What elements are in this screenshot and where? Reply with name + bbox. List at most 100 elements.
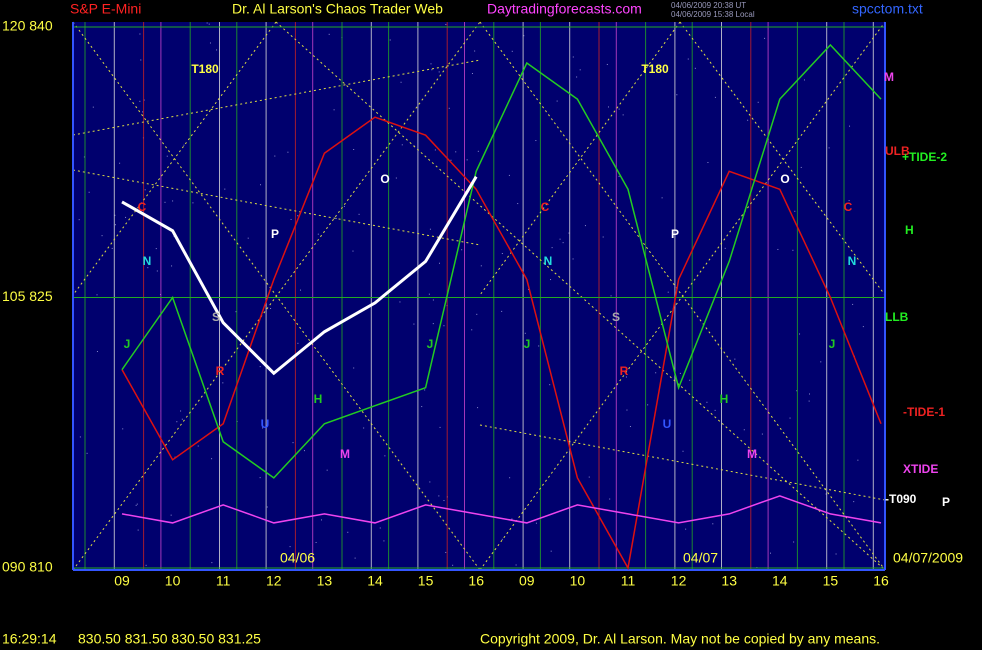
file-name: spcctom.txt: [852, 1, 923, 17]
star: [629, 426, 631, 428]
annotation: U: [663, 417, 672, 431]
star: [572, 56, 574, 58]
star: [825, 493, 827, 495]
star: [86, 452, 88, 454]
star: [429, 228, 431, 230]
star: [166, 155, 168, 157]
star: [661, 197, 663, 199]
star: [794, 210, 796, 212]
star: [208, 23, 210, 25]
star: [445, 551, 447, 553]
star: [335, 217, 337, 219]
star: [853, 501, 855, 503]
star: [399, 301, 401, 303]
star: [358, 213, 360, 215]
right-label: M: [884, 70, 894, 84]
star: [181, 418, 183, 420]
annotation: N: [544, 254, 553, 268]
annotation: N: [848, 254, 857, 268]
date-label: 04/07/2009: [893, 550, 963, 566]
star: [443, 325, 445, 327]
star: [289, 546, 291, 548]
star: [777, 248, 779, 250]
star: [501, 253, 503, 255]
star: [353, 148, 355, 150]
star: [443, 500, 445, 502]
star: [549, 384, 551, 386]
x-tick-label: 10: [570, 573, 586, 589]
star: [171, 265, 173, 267]
star: [413, 323, 415, 325]
star: [287, 151, 289, 153]
star: [796, 390, 798, 392]
star: [576, 76, 578, 78]
price-line: [121, 175, 478, 376]
x-tick-label: 10: [165, 573, 181, 589]
star: [535, 140, 537, 142]
star: [556, 100, 558, 102]
star: [432, 299, 434, 301]
star: [761, 433, 763, 435]
star: [111, 247, 113, 249]
x-tick-label: 09: [519, 573, 535, 589]
star: [432, 323, 434, 325]
star: [421, 406, 423, 408]
star: [568, 232, 570, 234]
right-label: ULB: [885, 144, 910, 158]
star: [517, 203, 519, 205]
star: [535, 522, 537, 524]
star: [260, 184, 262, 186]
star: [857, 459, 859, 461]
star: [550, 279, 552, 281]
star: [300, 289, 302, 291]
star: [528, 289, 530, 291]
star: [584, 225, 586, 227]
star: [429, 481, 431, 483]
annotation: H: [314, 392, 323, 406]
star: [96, 351, 98, 353]
star: [607, 106, 609, 108]
x-tick-label: 16: [873, 573, 889, 589]
star: [676, 94, 678, 96]
star: [548, 263, 550, 265]
star: [477, 407, 479, 409]
star: [259, 366, 261, 368]
annotation: J: [829, 337, 836, 351]
star: [477, 150, 479, 152]
star: [538, 345, 540, 347]
star: [315, 541, 317, 543]
star: [511, 518, 513, 520]
star: [610, 295, 612, 297]
star: [508, 174, 510, 176]
star: [140, 59, 142, 61]
star: [471, 329, 473, 331]
star: [192, 202, 194, 204]
star: [197, 445, 199, 447]
star: [352, 250, 354, 252]
annotation: J: [124, 337, 131, 351]
x-tick-label: 15: [418, 573, 434, 589]
star: [809, 393, 811, 395]
right-label: LLB: [885, 310, 909, 324]
annotation: T180: [641, 62, 669, 76]
star: [292, 442, 294, 444]
star: [862, 326, 864, 328]
star: [136, 503, 138, 505]
star: [799, 333, 801, 335]
star: [274, 155, 276, 157]
star: [137, 529, 139, 531]
x-tick-label: 12: [266, 573, 282, 589]
star: [320, 519, 322, 521]
star: [379, 527, 381, 529]
star: [206, 22, 208, 24]
annotation: P: [671, 227, 679, 241]
annotation: M: [340, 447, 350, 461]
star: [808, 400, 810, 402]
annotation: C: [844, 200, 853, 214]
star: [211, 458, 213, 460]
star: [216, 49, 218, 51]
trend-line: [479, 21, 681, 296]
annotation: J: [524, 337, 531, 351]
star: [724, 247, 726, 249]
